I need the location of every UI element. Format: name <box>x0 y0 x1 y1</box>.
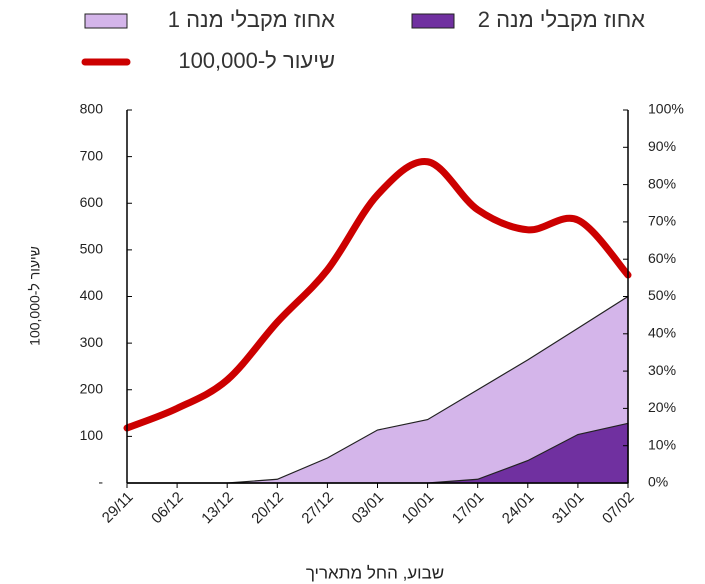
y2-tick-label: 0% <box>648 474 668 490</box>
x-tick-label: 17/01 <box>449 489 488 528</box>
x-tick-label: 20/12 <box>248 489 287 528</box>
y-tick-label: 800 <box>80 101 104 117</box>
y2-tick-label: 70% <box>648 213 676 229</box>
y-tick-label: 300 <box>80 334 104 350</box>
legend-swatch <box>411 13 455 29</box>
y-tick-label: 700 <box>80 147 104 163</box>
x-axis-title: שבוע, החל מתאריך <box>306 563 444 582</box>
y-tick-label: 200 <box>80 380 104 396</box>
legend-label: אחוז מקבלי מנה 1 <box>168 7 335 32</box>
y2-tick-label: 90% <box>648 138 676 154</box>
x-tick-label: 27/12 <box>298 489 337 528</box>
y-tick-label: 600 <box>80 194 104 210</box>
x-tick-label: 06/12 <box>148 489 187 528</box>
y-tick-label: - <box>98 474 103 490</box>
y2-tick-label: 30% <box>648 362 676 378</box>
legend-label: אחוז מקבלי מנה 2 <box>478 7 645 32</box>
x-tick-label: 07/02 <box>599 489 638 528</box>
x-tick-label: 13/12 <box>198 489 237 528</box>
legend-label: שיעור ל-100,000 <box>178 48 335 73</box>
legend-swatch <box>84 13 128 29</box>
y2-tick-label: 60% <box>648 250 676 266</box>
y2-tick-label: 10% <box>648 436 676 452</box>
x-tick-label: 24/01 <box>499 489 538 528</box>
x-tick-label: 10/01 <box>399 489 438 528</box>
y-axis-title: שיעור ל-100,000 <box>27 246 43 346</box>
y2-tick-label: 50% <box>648 287 676 303</box>
y2-tick-label: 100% <box>648 101 684 117</box>
x-tick-label: 31/01 <box>549 489 588 528</box>
x-tick-label: 29/11 <box>99 489 137 527</box>
y-tick-label: 100 <box>80 427 104 443</box>
y2-tick-label: 20% <box>648 399 676 415</box>
y-tick-label: 400 <box>80 287 104 303</box>
y2-tick-label: 80% <box>648 175 676 191</box>
y2-tick-label: 40% <box>648 325 676 341</box>
line <box>123 158 632 432</box>
x-tick-label: 03/01 <box>349 489 388 528</box>
y-tick-label: 500 <box>80 241 104 257</box>
